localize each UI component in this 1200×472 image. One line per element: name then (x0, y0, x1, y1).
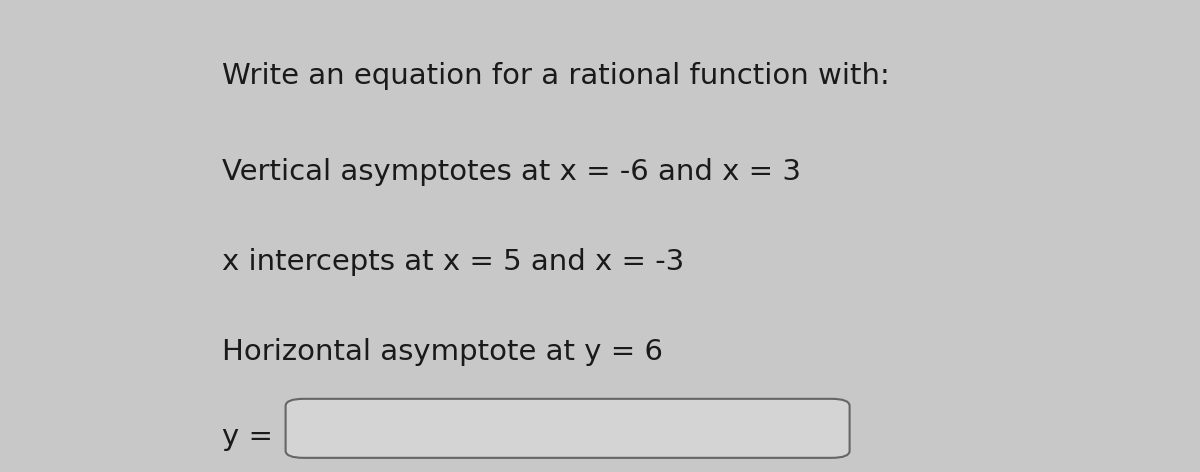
Text: y =: y = (222, 422, 274, 451)
Text: x intercepts at x = 5 and x = -3: x intercepts at x = 5 and x = -3 (222, 248, 684, 276)
Text: Write an equation for a rational function with:: Write an equation for a rational functio… (222, 61, 889, 90)
Text: Horizontal asymptote at y = 6: Horizontal asymptote at y = 6 (222, 337, 662, 366)
Text: Vertical asymptotes at x = -6 and x = 3: Vertical asymptotes at x = -6 and x = 3 (222, 158, 802, 186)
